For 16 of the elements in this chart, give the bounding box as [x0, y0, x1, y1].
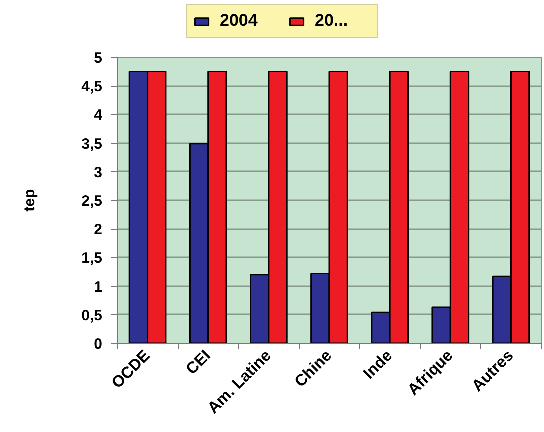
y-tick-label: 3 [94, 164, 102, 182]
y-tick-label: 2,5 [82, 193, 103, 210]
x-tick-label: Inde [360, 347, 396, 383]
y-tick-label: 3,5 [82, 136, 103, 153]
y-tick-label: 1 [94, 278, 102, 296]
y-tick-label: 4 [94, 107, 104, 124]
y-tick-label: 2 [94, 222, 102, 239]
y-tick-label: 1,5 [82, 250, 103, 268]
x-tick-label: CEI [183, 347, 214, 378]
y-axis-title: tep [22, 189, 39, 212]
y-tick-label: 0,5 [82, 307, 103, 324]
y-tick-label: 0 [94, 336, 102, 353]
legend-label: 2004 [220, 11, 259, 31]
y-tick-label: 4,5 [82, 78, 103, 96]
legend-label: 20... [315, 11, 350, 31]
y-tick-label: 5 [94, 50, 102, 67]
